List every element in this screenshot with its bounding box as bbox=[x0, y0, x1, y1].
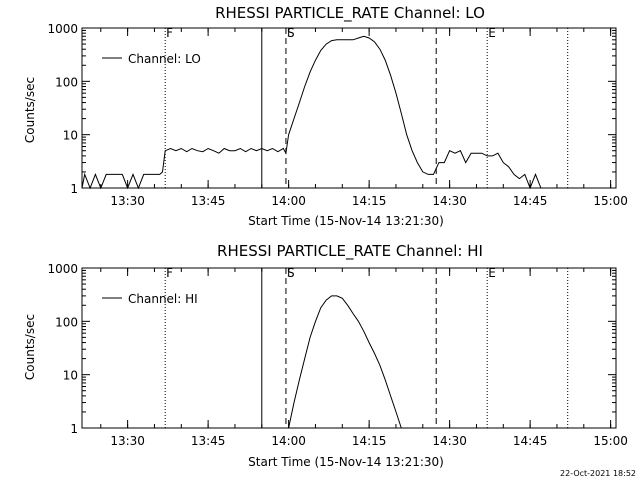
y-axis-label: Counts/sec bbox=[23, 314, 37, 380]
y-tick-label: 10 bbox=[63, 369, 78, 383]
event-marker-label: S bbox=[287, 26, 295, 40]
plot-frame bbox=[81, 27, 617, 189]
legend-label: Channel: LO bbox=[128, 52, 201, 66]
x-tick-label: 13:45 bbox=[191, 194, 226, 208]
series-line bbox=[81, 35, 568, 190]
x-tick-label: 14:45 bbox=[513, 194, 548, 208]
x-tick-label: 13:30 bbox=[110, 194, 145, 208]
x-tick-label: 14:00 bbox=[271, 194, 306, 208]
y-tick-label: 1 bbox=[70, 182, 78, 196]
x-tick-label: 14:45 bbox=[513, 434, 548, 448]
legend-label: Channel: HI bbox=[128, 292, 198, 306]
x-tick-label: 13:30 bbox=[110, 434, 145, 448]
y-tick-label: 1000 bbox=[47, 262, 78, 276]
x-tick-label: 14:15 bbox=[352, 194, 387, 208]
plot-frame bbox=[81, 267, 617, 429]
chart-title: RHESSI PARTICLE_RATE Channel: LO bbox=[215, 4, 485, 23]
y-tick-label: 1000 bbox=[47, 22, 78, 36]
event-marker-label: E bbox=[488, 266, 496, 280]
x-tick-label: 14:15 bbox=[352, 434, 387, 448]
y-tick-label: 1 bbox=[70, 422, 78, 436]
y-axis-label: Counts/sec bbox=[23, 77, 37, 143]
x-tick-label: 15:00 bbox=[593, 434, 628, 448]
series-line bbox=[288, 295, 402, 429]
chart-panel-lo: RHESSI PARTICLE_RATE Channel: LO Counts/… bbox=[23, 4, 628, 228]
x-tick-label: 14:30 bbox=[432, 434, 467, 448]
x-tick-label: 14:00 bbox=[271, 434, 306, 448]
x-axis-label: Start Time (15-Nov-14 13:21:30) bbox=[248, 214, 444, 228]
y-tick-label: 10 bbox=[63, 129, 78, 143]
chart-panel-hi: RHESSI PARTICLE_RATE Channel: HI Counts/… bbox=[23, 242, 628, 469]
event-marker-label: E bbox=[488, 26, 496, 40]
x-axis-label: Start Time (15-Nov-14 13:21:30) bbox=[248, 455, 444, 469]
x-tick-label: 13:45 bbox=[191, 434, 226, 448]
y-tick-label: 100 bbox=[55, 315, 78, 329]
event-marker-label: S bbox=[287, 266, 295, 280]
event-marker-label: F bbox=[166, 26, 173, 40]
x-tick-label: 14:30 bbox=[432, 194, 467, 208]
event-marker-label: F bbox=[166, 266, 173, 280]
y-tick-label: 100 bbox=[55, 75, 78, 89]
x-tick-label: 15:00 bbox=[593, 194, 628, 208]
chart-title: RHESSI PARTICLE_RATE Channel: HI bbox=[217, 242, 483, 261]
footer-timestamp: 22-Oct-2021 18:52 bbox=[560, 469, 636, 478]
